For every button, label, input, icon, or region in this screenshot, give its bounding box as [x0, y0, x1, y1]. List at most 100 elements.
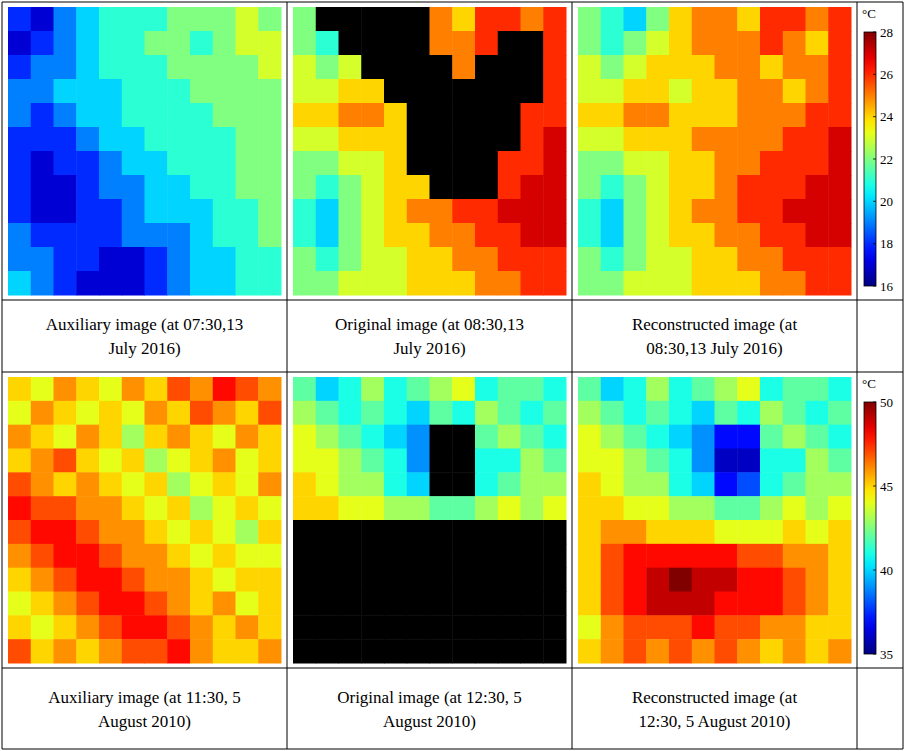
heatmap-cell — [669, 377, 692, 401]
colorbar-tick-label: 50 — [880, 395, 893, 410]
heatmap-cell — [475, 7, 498, 32]
heatmap-cell — [258, 271, 281, 296]
heatmap-cell — [475, 223, 498, 248]
heatmap-cell — [601, 127, 624, 152]
table-line — [903, 2, 904, 749]
heatmap-cell — [213, 425, 236, 449]
missing-cell — [361, 55, 384, 80]
heatmap-cell — [521, 377, 544, 401]
heatmap-cell — [646, 7, 669, 32]
missing-cell — [475, 79, 498, 104]
heatmap-cell — [828, 401, 851, 425]
heatmap-cell — [293, 103, 316, 128]
heatmap-cell — [213, 520, 236, 544]
heatmap-cell — [828, 247, 851, 272]
heatmap-cell — [828, 223, 851, 248]
missing-cell — [293, 520, 316, 544]
heatmap-cell — [122, 377, 145, 401]
heatmap-cell — [669, 151, 692, 176]
heatmap-cell — [76, 520, 99, 544]
heatmap-cell — [8, 449, 31, 473]
heatmap-cell — [828, 103, 851, 128]
heatmap-cell — [498, 425, 521, 449]
heatmap-cell — [715, 496, 738, 520]
heatmap-image — [293, 7, 567, 296]
heatmap-cell — [316, 247, 339, 272]
heatmap-cell — [806, 55, 829, 80]
heatmap-cell — [190, 151, 213, 176]
heatmap-cell — [145, 520, 168, 544]
heatmap-cell — [213, 79, 236, 104]
colorbar-tick — [873, 159, 876, 160]
heatmap-cell — [737, 7, 760, 32]
heatmap-cell — [8, 271, 31, 296]
colorbar-tick-label: 35 — [880, 647, 893, 662]
missing-cell — [475, 544, 498, 568]
heatmap-cell — [54, 544, 77, 568]
heatmap-cell — [258, 592, 281, 616]
caption-line: July 2016) — [108, 339, 180, 358]
heatmap-cell — [76, 615, 99, 639]
heatmap-cell — [828, 615, 851, 639]
heatmap-cell — [828, 425, 851, 449]
heatmap-cell — [407, 247, 430, 272]
heatmap-cell — [407, 199, 430, 224]
missing-cell — [384, 55, 407, 80]
heatmap-cell — [601, 544, 624, 568]
heatmap-cell — [213, 496, 236, 520]
missing-cell — [430, 472, 453, 496]
heatmap-cell — [31, 592, 54, 616]
heatmap-cell — [293, 31, 316, 56]
heatmap-cell — [543, 79, 566, 104]
missing-cell — [498, 592, 521, 616]
heatmap-cell — [99, 223, 122, 248]
heatmap-cell — [384, 449, 407, 473]
heatmap-cell — [430, 223, 453, 248]
heatmap-cell — [293, 199, 316, 224]
heatmap-cell — [624, 199, 647, 224]
colorbar-tick — [873, 116, 876, 117]
heatmap-cell — [692, 520, 715, 544]
heatmap-cell — [578, 472, 601, 496]
heatmap-cell — [54, 592, 77, 616]
caption-line: August 2010) — [383, 712, 476, 731]
heatmap-cell — [475, 199, 498, 224]
heatmap-cell — [624, 127, 647, 152]
heatmap-cell — [692, 223, 715, 248]
heatmap-cell — [99, 79, 122, 104]
colorbar-bar — [864, 32, 876, 286]
heatmap-cell — [601, 615, 624, 639]
heatmap-cell — [8, 7, 31, 32]
heatmap-cell — [122, 55, 145, 80]
heatmap-cell — [213, 175, 236, 200]
heatmap-cell — [828, 592, 851, 616]
heatmap-cell — [692, 7, 715, 32]
heatmap-cell — [145, 175, 168, 200]
heatmap-cell — [8, 55, 31, 80]
heatmap-cell — [293, 55, 316, 80]
caption-line: 12:30, 5 August 2010) — [638, 712, 790, 731]
heatmap-cell — [54, 199, 77, 224]
heatmap-cell — [646, 79, 669, 104]
colorbar-tick — [873, 286, 876, 287]
table-line — [2, 372, 903, 373]
missing-cell — [430, 103, 453, 128]
heatmap-cell — [190, 271, 213, 296]
heatmap-cell — [578, 615, 601, 639]
colorbar: °C16182022242628 — [862, 6, 894, 294]
heatmap-cell — [452, 271, 475, 296]
heatmap-cell — [624, 401, 647, 425]
heatmap-image — [578, 7, 852, 296]
heatmap-cell — [99, 615, 122, 639]
heatmap-cell — [258, 7, 281, 32]
heatmap-cell — [384, 103, 407, 128]
heatmap-cell — [167, 103, 190, 128]
heatmap-cell — [293, 151, 316, 176]
heatmap-cell — [76, 592, 99, 616]
heatmap-cell — [646, 55, 669, 80]
heatmap-cell — [122, 271, 145, 296]
heatmap-cell — [669, 7, 692, 32]
missing-cell — [521, 639, 544, 663]
missing-cell — [430, 55, 453, 80]
colorbar-tick-label: 18 — [880, 236, 893, 251]
